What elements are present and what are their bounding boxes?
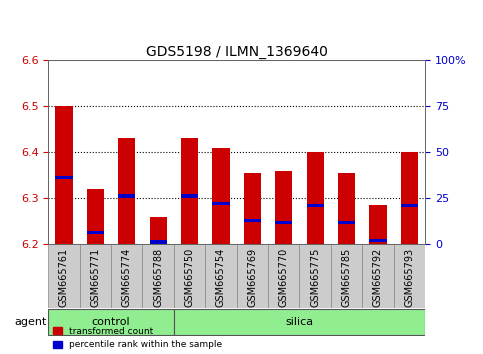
Bar — [401, 152, 418, 244]
Bar — [142, 244, 174, 308]
Bar — [181, 194, 198, 198]
Bar — [331, 244, 362, 308]
Text: agent: agent — [14, 317, 47, 327]
Bar — [87, 189, 104, 244]
Text: GSM665793: GSM665793 — [404, 247, 414, 307]
Bar — [87, 231, 104, 234]
Bar — [118, 138, 135, 244]
Bar — [118, 194, 135, 198]
Text: silica: silica — [285, 317, 313, 327]
Bar — [56, 106, 72, 244]
Bar — [150, 240, 167, 244]
Bar — [362, 244, 394, 308]
Bar — [275, 171, 292, 244]
Bar — [174, 309, 425, 335]
Text: GSM665761: GSM665761 — [59, 247, 69, 307]
Bar — [338, 221, 355, 224]
Title: GDS5198 / ILMN_1369640: GDS5198 / ILMN_1369640 — [146, 45, 327, 59]
Bar — [111, 244, 142, 308]
Bar — [80, 244, 111, 308]
Text: GSM665775: GSM665775 — [310, 247, 320, 307]
Bar — [205, 244, 237, 308]
Bar — [56, 176, 72, 179]
Bar — [338, 173, 355, 244]
Bar — [48, 309, 174, 335]
Bar — [369, 239, 386, 242]
Bar — [299, 244, 331, 308]
Text: GSM665788: GSM665788 — [153, 247, 163, 307]
Bar — [237, 244, 268, 308]
Text: GSM665754: GSM665754 — [216, 247, 226, 307]
Text: GSM665774: GSM665774 — [122, 247, 132, 307]
Legend: transformed count, percentile rank within the sample: transformed count, percentile rank withi… — [53, 327, 222, 349]
Bar — [394, 244, 425, 308]
Bar — [244, 219, 261, 222]
Text: GSM665770: GSM665770 — [279, 247, 289, 307]
Text: GSM665785: GSM665785 — [341, 247, 352, 307]
Text: GSM665771: GSM665771 — [90, 247, 100, 307]
Bar — [213, 148, 229, 244]
Bar — [307, 204, 324, 207]
Bar — [275, 221, 292, 224]
Bar — [244, 173, 261, 244]
Bar — [48, 244, 80, 308]
Bar — [174, 244, 205, 308]
Text: GSM665750: GSM665750 — [185, 247, 195, 307]
Bar — [268, 244, 299, 308]
Text: GSM665769: GSM665769 — [247, 247, 257, 307]
Bar — [369, 205, 386, 244]
Bar — [181, 138, 198, 244]
Text: GSM665792: GSM665792 — [373, 247, 383, 307]
Text: control: control — [92, 317, 130, 327]
Bar — [401, 204, 418, 207]
Bar — [213, 202, 229, 205]
Bar — [150, 217, 167, 244]
Bar — [307, 152, 324, 244]
